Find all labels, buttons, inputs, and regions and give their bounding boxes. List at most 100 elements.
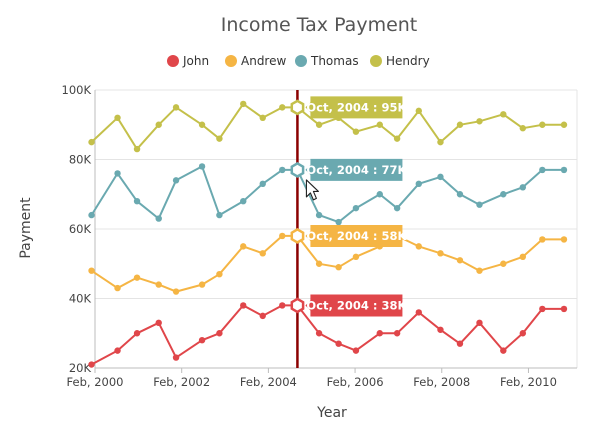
data-point-hendry[interactable]: [240, 100, 247, 108]
data-point-andrew[interactable]: [476, 267, 483, 274]
data-point-hendry[interactable]: [500, 111, 507, 118]
data-point-hendry[interactable]: [415, 107, 422, 115]
data-point-hendry[interactable]: [88, 138, 95, 146]
data-point-john[interactable]: [259, 312, 266, 320]
data-point-andrew[interactable]: [560, 236, 568, 243]
data-point-thomas[interactable]: [560, 166, 568, 174]
axes: 20K 40K 60K 80K 100K Feb, 2000 Feb, 2002 Feb, 2…: [62, 83, 577, 389]
data-point-hendry[interactable]: [352, 128, 360, 135]
data-point-john[interactable]: [240, 302, 247, 309]
data-point-andrew[interactable]: [155, 281, 162, 288]
data-point-john[interactable]: [88, 361, 95, 368]
data-point-thomas[interactable]: [315, 211, 323, 219]
data-point-john[interactable]: [437, 326, 444, 333]
data-point-thomas[interactable]: [114, 170, 121, 177]
data-point-john[interactable]: [114, 347, 121, 354]
data-point-hendry[interactable]: [133, 145, 141, 153]
data-point-thomas[interactable]: [456, 191, 464, 198]
data-point-john[interactable]: [335, 340, 342, 347]
data-point-john[interactable]: [133, 330, 141, 337]
data-point-hendry[interactable]: [560, 121, 568, 128]
data-point-thomas[interactable]: [335, 218, 342, 226]
data-point-andrew[interactable]: [198, 281, 206, 288]
data-point-thomas[interactable]: [539, 166, 546, 174]
data-point-hendry[interactable]: [216, 135, 223, 142]
data-point-john[interactable]: [352, 347, 360, 354]
data-point-john[interactable]: [155, 319, 162, 327]
data-point-john[interactable]: [539, 305, 546, 313]
data-point-hendry[interactable]: [172, 104, 180, 111]
data-point-john[interactable]: [560, 305, 568, 313]
data-point-john[interactable]: [279, 302, 286, 309]
data-point-hendry[interactable]: [155, 121, 162, 128]
tooltip-hendry: Oct, 2004 : 95K: [290, 96, 408, 119]
data-point-andrew[interactable]: [519, 253, 527, 260]
data-point-thomas[interactable]: [172, 177, 180, 184]
data-point-thomas[interactable]: [88, 211, 95, 219]
legend-item-hendry[interactable]: Hendry: [370, 54, 430, 68]
data-point-john[interactable]: [172, 354, 180, 361]
data-point-thomas[interactable]: [198, 163, 206, 170]
data-point-john[interactable]: [456, 340, 464, 347]
data-point-john[interactable]: [315, 330, 323, 337]
data-point-john[interactable]: [476, 319, 483, 327]
data-point-hendry[interactable]: [539, 121, 546, 128]
data-point-andrew[interactable]: [456, 257, 464, 264]
data-point-thomas[interactable]: [155, 215, 162, 222]
data-point-andrew[interactable]: [279, 232, 286, 240]
data-point-john[interactable]: [216, 330, 223, 337]
data-point-andrew[interactable]: [335, 264, 342, 271]
legend-item-thomas[interactable]: Thomas: [295, 54, 359, 68]
cursor-arrow: [305, 179, 319, 201]
data-point-hendry[interactable]: [456, 121, 464, 128]
data-point-thomas[interactable]: [279, 166, 286, 174]
data-point-thomas[interactable]: [133, 198, 141, 205]
data-point-john[interactable]: [500, 347, 507, 354]
legend-item-andrew[interactable]: Andrew: [225, 54, 286, 68]
data-point-thomas[interactable]: [476, 201, 483, 208]
legend-item-john[interactable]: John: [167, 54, 209, 68]
data-point-hendry[interactable]: [393, 135, 401, 142]
data-point-thomas[interactable]: [240, 198, 247, 205]
data-point-hendry[interactable]: [476, 118, 483, 125]
data-point-andrew[interactable]: [216, 270, 223, 278]
data-point-hendry[interactable]: [198, 121, 206, 128]
data-point-andrew[interactable]: [240, 243, 247, 250]
data-point-andrew[interactable]: [415, 243, 422, 250]
data-point-hendry[interactable]: [259, 114, 266, 122]
data-point-thomas[interactable]: [259, 180, 266, 188]
data-point-andrew[interactable]: [500, 260, 507, 267]
data-point-thomas[interactable]: [376, 191, 383, 198]
data-point-thomas[interactable]: [352, 204, 360, 212]
highlight-marker-thomas: [290, 161, 305, 178]
data-point-john[interactable]: [519, 330, 527, 337]
chart-title: Income Tax Payment: [221, 14, 418, 36]
data-point-thomas[interactable]: [437, 173, 444, 181]
data-point-john[interactable]: [198, 337, 206, 344]
data-point-andrew[interactable]: [114, 284, 121, 292]
data-point-andrew[interactable]: [315, 260, 323, 267]
data-point-andrew[interactable]: [437, 250, 444, 257]
data-point-thomas[interactable]: [519, 184, 527, 191]
data-point-hendry[interactable]: [376, 121, 383, 128]
data-point-thomas[interactable]: [500, 191, 507, 198]
data-point-john[interactable]: [415, 309, 422, 316]
data-point-andrew[interactable]: [133, 274, 141, 281]
data-point-thomas[interactable]: [415, 180, 422, 188]
data-point-john[interactable]: [393, 330, 401, 337]
data-point-andrew[interactable]: [172, 288, 180, 295]
tooltip-andrew: Oct, 2004 : 58K: [290, 224, 408, 247]
data-point-hendry[interactable]: [279, 104, 286, 111]
data-point-andrew[interactable]: [352, 253, 360, 260]
data-point-andrew[interactable]: [539, 236, 546, 243]
data-point-thomas[interactable]: [393, 204, 401, 212]
data-point-john[interactable]: [376, 330, 383, 337]
data-point-thomas[interactable]: [216, 211, 223, 219]
data-point-hendry[interactable]: [437, 138, 444, 146]
data-point-hendry[interactable]: [315, 121, 323, 128]
data-point-andrew[interactable]: [88, 267, 95, 274]
data-point-hendry[interactable]: [519, 125, 527, 132]
data-point-hendry[interactable]: [114, 114, 121, 122]
data-point-andrew[interactable]: [259, 250, 266, 257]
